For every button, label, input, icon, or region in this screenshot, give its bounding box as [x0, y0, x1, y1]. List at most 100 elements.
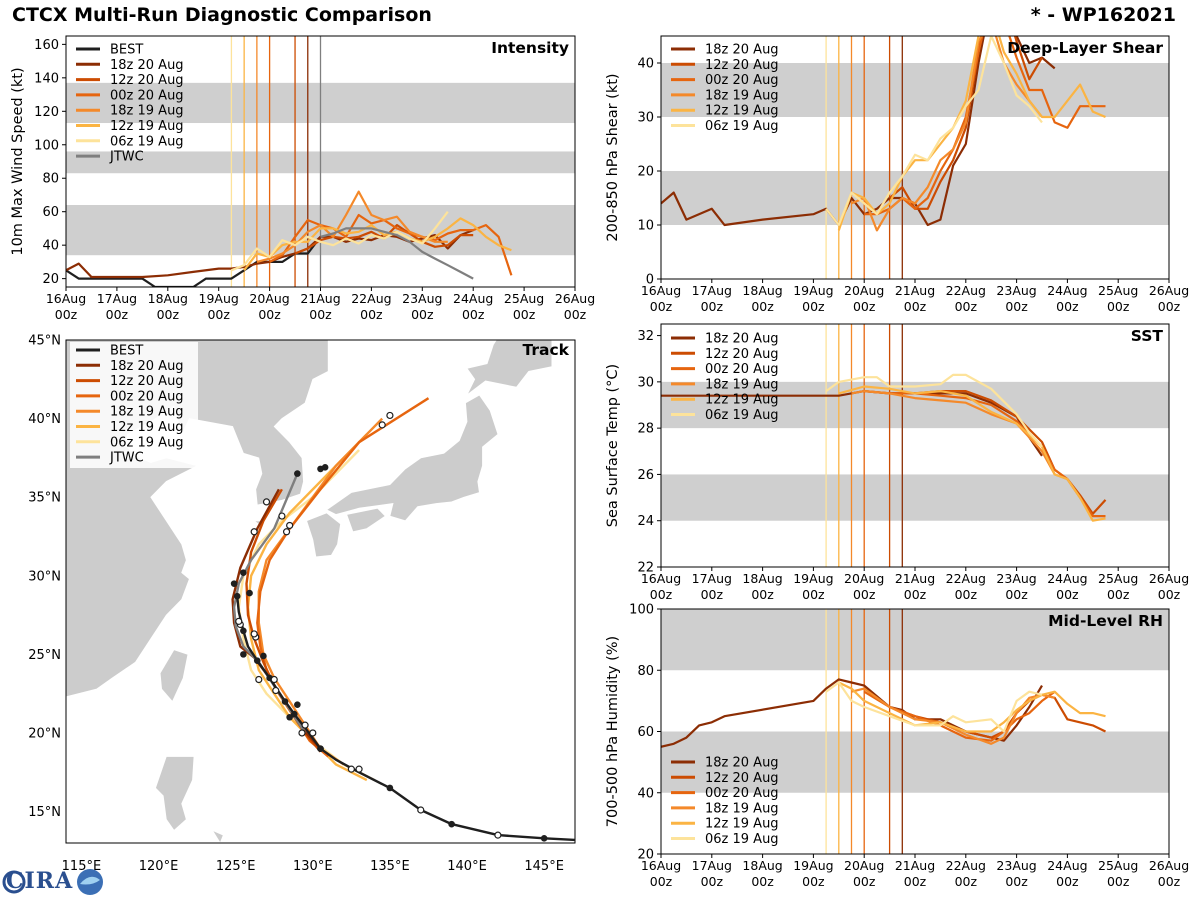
shear-legend-label: 12z 19 Aug	[705, 104, 779, 119]
rh-band	[661, 731, 1169, 793]
intensity-xtick-label: 25Aug	[504, 291, 544, 306]
rh-xtick-label: 26Aug	[1149, 858, 1189, 873]
shear-xtick-label: 22Aug	[946, 283, 986, 298]
intensity-xtick-label: 21Aug	[300, 291, 340, 306]
shear-xtick-label: 25Aug	[1098, 283, 1138, 298]
intensity-xtick-label: 00z	[513, 307, 536, 322]
rh-xtick-label: 17Aug	[692, 858, 732, 873]
track-point-open	[250, 528, 258, 536]
track-chart: 115°E 120°E 125°E 130°E 135°E 140°E 145°E15°N2…	[28, 334, 576, 874]
intensity-xtick-label: 22Aug	[351, 291, 391, 306]
track-legend-label: 12z 20 Aug	[110, 374, 184, 389]
track-frame	[65, 339, 576, 844]
track-point-filled	[230, 580, 238, 587]
sst-xtick-label: 19Aug	[793, 571, 833, 586]
track-ytick-label: 30°N	[28, 569, 61, 584]
track-point-filled	[321, 464, 329, 471]
sst-ytick-label: 22	[637, 561, 654, 576]
intensity-ytick-label: 80	[42, 172, 59, 187]
rh-series-00z-20-aug	[863, 690, 1056, 742]
rh-xtick-label: 24Aug	[1047, 858, 1087, 873]
rh-ylabel: 700-500 hPa Humidity (%)	[605, 636, 621, 827]
track-lines-group	[230, 397, 575, 842]
shear-chart: 01020304016Aug00z17Aug00z18Aug00z19Aug00…	[605, 35, 1189, 314]
sst-ytick-label: 26	[637, 468, 654, 483]
sst-ylabel: Sea Surface Temp (°C)	[605, 364, 621, 527]
shear-ytick-label: 40	[637, 57, 654, 72]
rh-legend-label: 00z 20 Aug	[705, 786, 779, 801]
intensity-ytick-label: 20	[42, 272, 59, 287]
sst-legend-label: 18z 20 Aug	[705, 332, 779, 347]
rh-ytick-label: 100	[629, 603, 654, 618]
sst-xtick-label: 18Aug	[742, 571, 782, 586]
sst-band	[661, 381, 1169, 429]
shear-series-06z-19-aug	[825, 36, 1043, 227]
sst-xtick-label: 23Aug	[996, 571, 1036, 586]
rh-series-12z-19-aug	[838, 681, 1106, 733]
intensity-xtick-label: 00z	[309, 307, 332, 322]
intensity-xtick-label: 18Aug	[148, 291, 188, 306]
shear-series-12z-19-aug	[837, 36, 1106, 231]
shear-xtick-label: 24Aug	[1047, 283, 1087, 298]
shear-title: Deep-Layer Shear	[1007, 39, 1163, 57]
track-point-open	[250, 630, 258, 638]
shear-band	[661, 171, 1169, 225]
track-point-open	[235, 617, 243, 625]
intensity-legend-label: 18z 20 Aug	[110, 58, 184, 73]
rh-series-18z-19-aug	[851, 687, 1055, 745]
rh-xtick-label: 22Aug	[946, 858, 986, 873]
rh-title: Mid-Level RH	[1048, 612, 1163, 630]
intensity-ytick-label: 60	[42, 205, 59, 220]
rh-legend-label: 18z 20 Aug	[705, 756, 779, 771]
track-point-open	[417, 806, 425, 814]
hokkaido	[466, 340, 553, 396]
shear-xtick-label: 17Aug	[692, 283, 732, 298]
rh-xtick-label: 00z	[1056, 874, 1079, 889]
track-xtick-label: 140°E	[447, 859, 487, 874]
track-point-open	[309, 729, 317, 737]
track-point-open	[272, 686, 280, 695]
intensity-xtick-label: 00z	[462, 307, 485, 322]
sst-series-group	[661, 373, 1107, 522]
rh-xtick-label: 20Aug	[844, 858, 884, 873]
track-legend-label: JTWC	[109, 451, 144, 466]
intensity-ytick-label: 40	[42, 239, 59, 254]
track-point-filled	[253, 657, 261, 664]
track-18z-20-aug	[231, 488, 322, 750]
rh-legend-label: 12z 19 Aug	[705, 817, 779, 832]
shear-legend-label: 18z 20 Aug	[705, 43, 779, 58]
shear-ytick-label: 10	[637, 219, 654, 234]
shear-xtick-label: 00z	[955, 299, 978, 314]
intensity-xtick-label: 17Aug	[97, 291, 137, 306]
sst-ytick-label: 30	[637, 375, 654, 390]
sst-xtick-label: 00z	[701, 587, 724, 602]
track-xtick-label: 125°E	[216, 859, 256, 874]
intensity-xtick-label: 19Aug	[199, 291, 239, 306]
intensity-series-06z-19-aug	[230, 211, 449, 272]
track-point-filled	[448, 820, 455, 828]
shear-series-18z-20-aug	[661, 36, 1056, 227]
rh-series-12z-20-aug	[889, 693, 1106, 739]
intensity-xtick-label: 00z	[411, 307, 434, 322]
track-xtick-label: 145°E	[524, 859, 564, 874]
logo-swirl	[80, 876, 100, 885]
sst-xtick-label: 25Aug	[1098, 571, 1138, 586]
track-point-filled	[240, 569, 247, 576]
track-point-open	[301, 721, 309, 729]
rh-xtick-label: 00z	[1107, 874, 1130, 889]
rh-ytick-label: 60	[637, 725, 654, 740]
intensity-ytick-label: 120	[34, 105, 59, 120]
intensity-xtick-label: 00z	[157, 307, 180, 322]
track-point-filled	[294, 470, 301, 477]
track-xtick-label: 120°E	[139, 859, 179, 874]
rh-xtick-label: 00z	[853, 874, 876, 889]
rh-xtick-label: 00z	[1005, 874, 1028, 889]
page-title: CTCX Multi-Run Diagnostic Comparison	[12, 4, 432, 26]
shear-ytick-label: 30	[637, 111, 654, 126]
sst-xtick-label: 20Aug	[844, 571, 884, 586]
rh-xtick-label: 21Aug	[895, 858, 935, 873]
rh-ytick-label: 20	[637, 848, 654, 863]
intensity-legend-label: 06z 19 Aug	[110, 134, 184, 149]
shear-series-18z-19-aug	[851, 36, 1043, 232]
